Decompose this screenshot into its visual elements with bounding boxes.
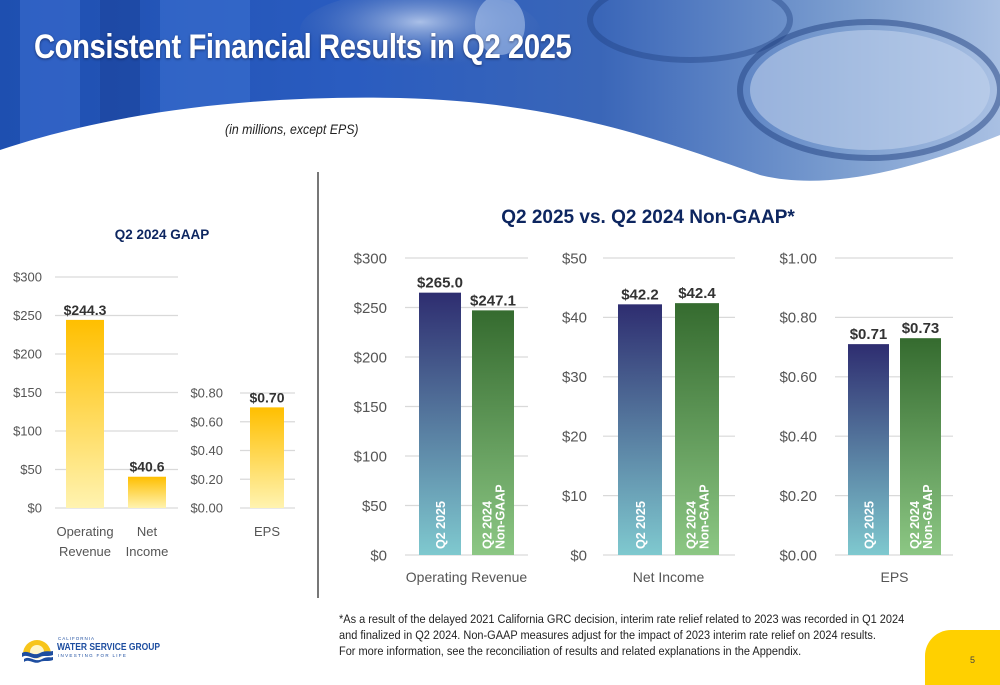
y-tick-label: $150 [13,385,42,400]
group-title: Q2 2025 vs. Q2 2024 Non-GAAP* [501,207,795,228]
bar-q2-2024-non-gaap [675,303,719,555]
bar-q2-2024-non-gaap [900,338,941,555]
y-tick-label: $200 [13,347,42,362]
x-tick-label: EPS [254,524,280,539]
section-divider [317,172,319,598]
sun-wave-icon [22,640,53,663]
y-tick-label: $50 [20,462,42,477]
y-tick-label: $100 [13,424,42,439]
y-tick-label: $0.40 [779,428,817,445]
y-tick-label: $0.40 [190,443,223,458]
y-tick-label: $0 [570,547,587,564]
data-label: $244.3 [64,302,107,318]
y-tick-label: $50 [362,498,387,515]
y-tick-label: $0.00 [190,501,223,516]
x-tick-label: Net [137,524,158,539]
bar-q2-2025 [419,292,461,555]
x-tick-label: Operating [56,524,113,539]
y-tick-label: $0 [370,547,387,564]
data-label: $40.6 [129,459,164,475]
series-label-in-bar: Q2 2025 [863,501,877,549]
x-axis-label: Operating Revenue [406,569,528,585]
chart-title: Q2 2024 GAAP [115,227,210,242]
bar-gaap [66,319,104,508]
y-tick-label: $1.00 [779,250,817,267]
non-gaap-chart: Q2 2025 vs. Q2 2024 Non-GAAP* $0 $50 $100 $1… [354,207,953,585]
series-label-in-bar: Non-GAAP [921,484,935,549]
y-tick-label: $250 [354,300,387,317]
y-tick-label: $300 [13,270,42,285]
series-label-in-bar: Q2 2025 [434,501,448,549]
x-axis-label: Net Income [633,569,705,585]
bar-gaap [128,476,166,508]
series-label-in-bar: Q2 2024 [908,501,922,549]
y-tick-label: $0.80 [779,310,817,327]
footnote-line: *As a result of the delayed 2021 Califor… [339,612,905,626]
logo-company-name: WATER SERVICE GROUP [57,641,160,653]
footnote-line: and finalized in Q2 2024. Non-GAAP measu… [339,628,876,642]
y-tick-label: $0 [28,501,42,516]
series-label-in-bar: Non-GAAP [494,484,508,549]
y-tick-label: $100 [354,448,387,465]
page-number-tab [925,630,1000,685]
bar-q2-2025 [618,304,662,555]
gaap-chart: Q2 2024 GAAP $0 $50 $100 $150 $200 $250 $300 $24… [13,227,295,559]
y-tick-label: $0.60 [190,414,223,429]
data-label: $0.70 [249,389,284,405]
y-tick-label: $200 [354,349,387,366]
y-tick-label: $150 [354,399,387,416]
units-note: (in millions, except EPS) [225,121,359,137]
series-label-in-bar: Q2 2025 [634,501,648,549]
y-tick-label: $0.60 [779,369,817,386]
page-number: 5 [970,655,976,665]
data-label: $0.73 [902,320,940,337]
bar-q2-2024-non-gaap [472,310,514,555]
data-label: $0.71 [850,326,888,343]
y-tick-label: $0.80 [190,386,223,401]
y-tick-label: $20 [562,428,587,445]
logo-tagline: INVESTING FOR LIFE [58,653,127,658]
footnote: *As a result of the delayed 2021 Califor… [339,611,904,659]
slide-title: Consistent Financial Results in Q2 2025 [34,28,572,66]
x-tick-label: Revenue [59,544,111,559]
company-logo: CALIFORNIA WATER SERVICE GROUP INVESTING… [20,630,170,666]
y-tick-label: $30 [562,369,587,386]
y-tick-label: $300 [354,250,387,267]
y-tick-label: $0.20 [779,488,817,505]
header-banner-image [0,0,1000,200]
y-tick-label: $0.00 [779,547,817,564]
data-label: $247.1 [470,292,516,309]
series-label-in-bar: Q2 2024 [481,501,495,549]
data-label: $265.0 [417,275,463,292]
logo-top-text: CALIFORNIA [58,636,95,641]
footnote-line: For more information, see the reconcilia… [339,644,802,658]
series-label-in-bar: Non-GAAP [698,484,712,549]
y-tick-label: $250 [13,308,42,323]
data-label: $42.4 [678,285,716,302]
x-axis-label: EPS [880,569,908,585]
y-tick-label: $10 [562,488,587,505]
series-label-in-bar: Q2 2024 [685,501,699,549]
y-tick-label: $0.20 [190,472,223,487]
y-tick-label: $50 [562,250,587,267]
bar-gaap-eps [250,407,284,508]
y-tick-label: $40 [562,310,587,327]
data-label: $42.2 [621,286,659,303]
x-tick-label: Income [126,544,169,559]
bar-q2-2025 [848,344,889,555]
